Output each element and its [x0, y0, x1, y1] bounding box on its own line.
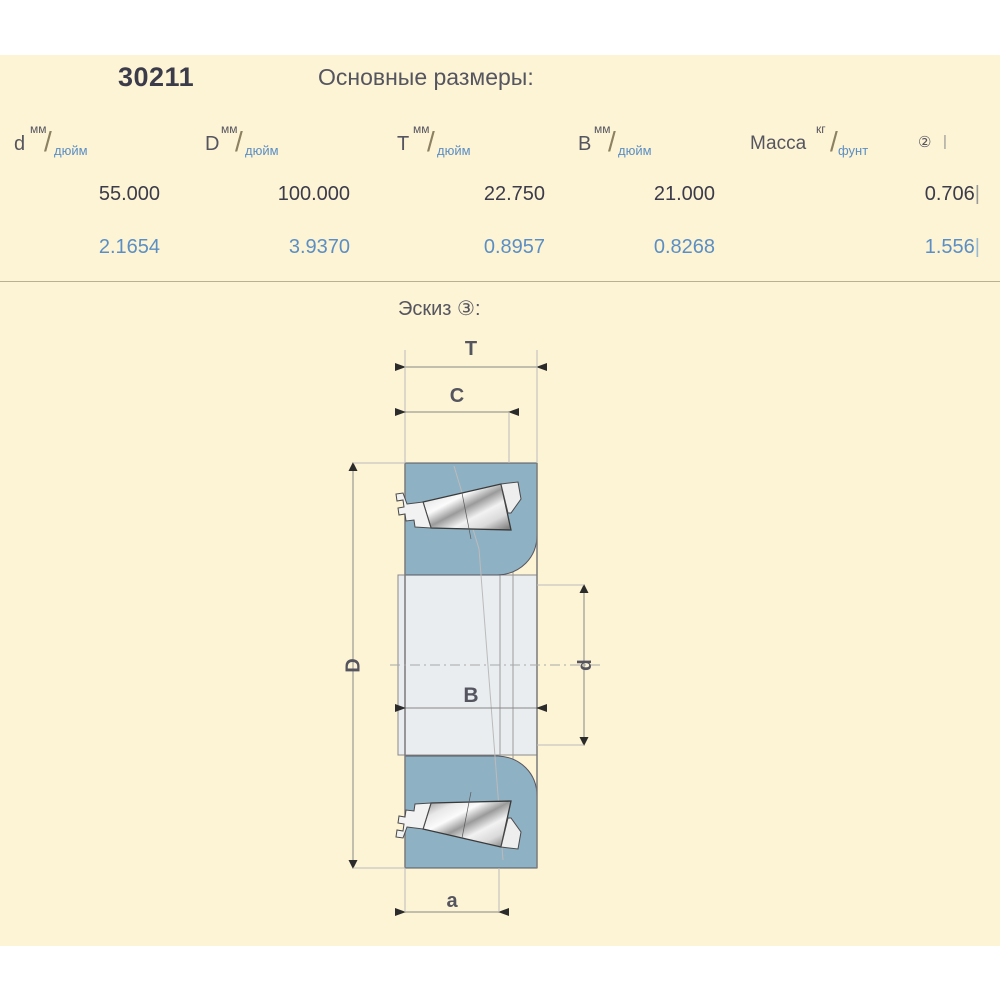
svg-text:D: D	[343, 658, 365, 672]
svg-text:C: C	[450, 385, 464, 407]
svg-text:d: d	[575, 659, 596, 671]
svg-text:a: a	[446, 890, 458, 912]
svg-text:T: T	[465, 338, 477, 360]
svg-text:B: B	[463, 684, 478, 707]
